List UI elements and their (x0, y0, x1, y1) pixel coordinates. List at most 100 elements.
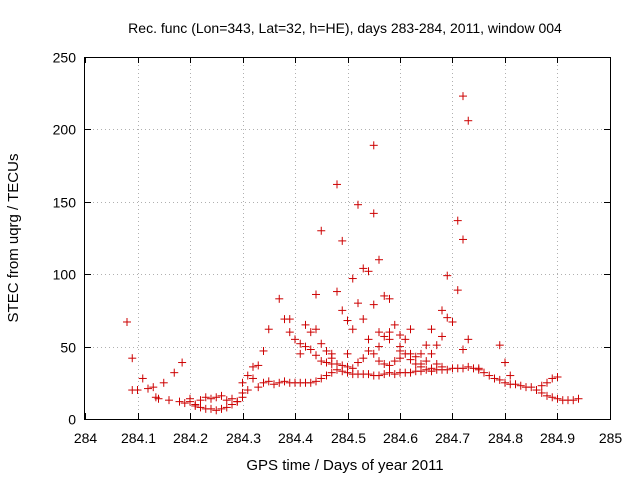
x-tick-label: 284.3 (226, 430, 261, 446)
data-point (259, 346, 268, 355)
data-point (322, 371, 331, 380)
data-point (243, 371, 252, 380)
y-tick-label: 0 (68, 412, 76, 428)
data-point (448, 317, 457, 326)
data-point (238, 378, 247, 387)
data-point (375, 357, 383, 366)
data-point (317, 357, 326, 366)
data-point (317, 339, 326, 348)
data-point (285, 315, 294, 324)
data-point (348, 274, 357, 283)
data-point (285, 328, 294, 337)
data-point (537, 388, 546, 397)
data-point (207, 394, 215, 403)
data-point (238, 388, 247, 397)
data-point (254, 383, 263, 392)
data-point (501, 358, 509, 367)
data-point (569, 396, 578, 405)
data-point (207, 404, 215, 413)
data-point (417, 349, 425, 358)
data-point (217, 404, 226, 413)
data-point (427, 364, 436, 373)
data-point (333, 359, 341, 368)
data-point (348, 325, 357, 334)
data-point (532, 386, 541, 395)
data-point (275, 378, 284, 387)
x-axis-title: GPS time / Days of year 2011 (246, 457, 443, 474)
data-point (186, 394, 194, 403)
data-point (511, 380, 520, 389)
data-point (390, 320, 399, 329)
y-tick-label: 150 (53, 195, 77, 211)
data-point (301, 320, 310, 329)
data-point (364, 335, 373, 344)
data-point (317, 374, 326, 383)
data-point (343, 362, 352, 371)
data-point (411, 352, 420, 361)
data-point (375, 255, 383, 264)
x-tick-label: 284.5 (331, 430, 366, 446)
data-point (385, 294, 394, 303)
data-point (401, 349, 410, 358)
data-point (390, 370, 399, 379)
data-point (516, 381, 525, 390)
data-point (222, 403, 231, 412)
x-tick-label: 284.9 (540, 430, 575, 446)
data-point (291, 335, 299, 344)
data-point (222, 396, 231, 405)
data-point (406, 325, 415, 334)
data-point (312, 325, 320, 334)
data-point (438, 362, 446, 371)
data-point (422, 365, 431, 374)
data-point (438, 332, 446, 341)
data-point (537, 381, 546, 390)
x-tick-label: 284.8 (488, 430, 523, 446)
data-point (375, 328, 383, 337)
data-point (369, 141, 378, 150)
x-tick-label: 285 (599, 430, 623, 446)
x-tick-label: 284.2 (173, 430, 208, 446)
data-point (296, 349, 305, 358)
data-point (333, 180, 341, 189)
data-point (406, 355, 415, 364)
data-point (149, 383, 158, 392)
data-point (422, 341, 431, 350)
data-point (123, 317, 131, 326)
data-point (338, 306, 347, 315)
data-point (233, 397, 242, 406)
data-point (453, 286, 462, 295)
x-tick-label: 284 (74, 430, 98, 446)
data-point (364, 370, 373, 379)
data-point (343, 349, 352, 358)
data-point (369, 209, 378, 218)
data-point (459, 345, 467, 354)
data-point (133, 386, 142, 395)
data-point (364, 346, 373, 355)
data-point (259, 378, 268, 387)
data-point (322, 346, 331, 355)
data-point (459, 92, 467, 101)
data-point (543, 378, 551, 387)
data-point (212, 406, 221, 415)
data-point (243, 386, 252, 395)
data-point (128, 354, 137, 363)
data-point (427, 325, 436, 334)
data-point (438, 306, 446, 315)
data-point (443, 365, 452, 374)
data-point (275, 294, 284, 303)
data-point (574, 394, 583, 403)
axis-ticks (85, 57, 611, 420)
data-point (306, 345, 315, 354)
data-point (459, 235, 467, 244)
data-point (312, 377, 320, 386)
data-point (217, 391, 226, 400)
data-point (464, 362, 473, 371)
data-point (422, 357, 431, 366)
data-point (385, 335, 394, 344)
data-point (196, 403, 205, 412)
data-point (369, 300, 378, 309)
data-point (369, 349, 378, 358)
data-point (443, 271, 452, 280)
data-point (249, 362, 257, 371)
data-point (301, 342, 310, 351)
